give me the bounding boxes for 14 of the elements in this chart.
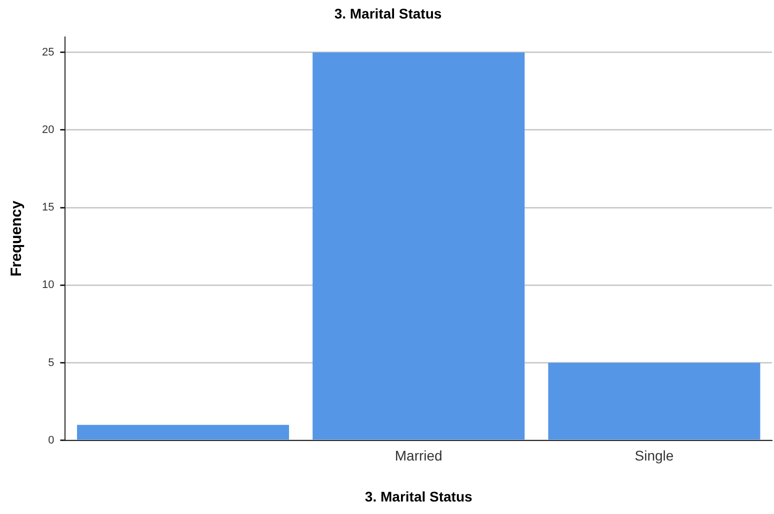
- chart-title: 3. Marital Status: [334, 5, 442, 22]
- x-axis-title: 3. Marital Status: [364, 488, 473, 504]
- bar: [312, 52, 525, 440]
- y-tick-label: 25: [42, 46, 54, 58]
- y-tick-label: 20: [42, 124, 54, 136]
- y-axis-title: Frequency: [8, 200, 26, 277]
- y-tick-label: 10: [42, 279, 54, 292]
- x-tick-label: Married: [394, 448, 442, 464]
- bar: [548, 362, 760, 440]
- y-tick-label: 5: [48, 356, 54, 369]
- y-tick-label: 0: [48, 434, 54, 446]
- x-tick-label: Single: [634, 448, 674, 464]
- y-tick-label: 15: [42, 202, 54, 214]
- bar: [77, 424, 290, 440]
